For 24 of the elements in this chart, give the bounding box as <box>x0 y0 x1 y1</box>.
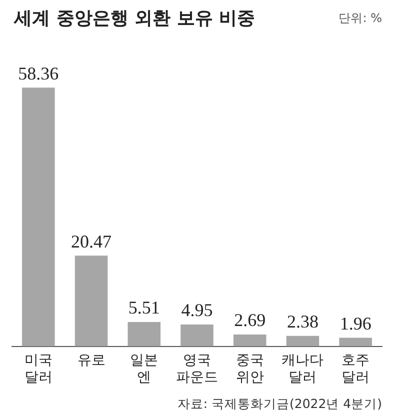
data-label: 4.95 <box>181 300 213 320</box>
x-tick-label: 유로 <box>77 352 106 368</box>
x-tick-label: 호주 달러 <box>342 352 370 384</box>
data-label: 5.51 <box>128 298 160 318</box>
x-tick-label: 미국 달러 <box>24 352 52 384</box>
x-tick-label: 캐나다 달러 <box>282 352 324 384</box>
data-label: 2.69 <box>234 310 266 330</box>
bar <box>74 256 108 346</box>
bar <box>339 338 372 346</box>
chart-subtitle: 단위: % <box>338 10 382 27</box>
data-label: 20.47 <box>71 231 112 252</box>
bar <box>180 324 214 346</box>
chart-title: 세계 중앙은행 외환 보유 비중 <box>14 7 256 30</box>
data-label: 2.38 <box>286 312 318 332</box>
bar <box>286 336 320 346</box>
data-label: 58.36 <box>18 63 59 84</box>
data-label: 1.96 <box>340 313 372 334</box>
bar <box>233 334 266 346</box>
x-tick-label: 중국 위안 <box>236 352 264 384</box>
text: 자료: 국제통화기금(2022년 4분기) <box>177 396 382 413</box>
bar <box>128 322 161 346</box>
bar <box>22 88 55 346</box>
x-tick-label: 일본 엔 <box>130 352 158 384</box>
x-tick-label: 영국 파운드 <box>176 352 218 384</box>
